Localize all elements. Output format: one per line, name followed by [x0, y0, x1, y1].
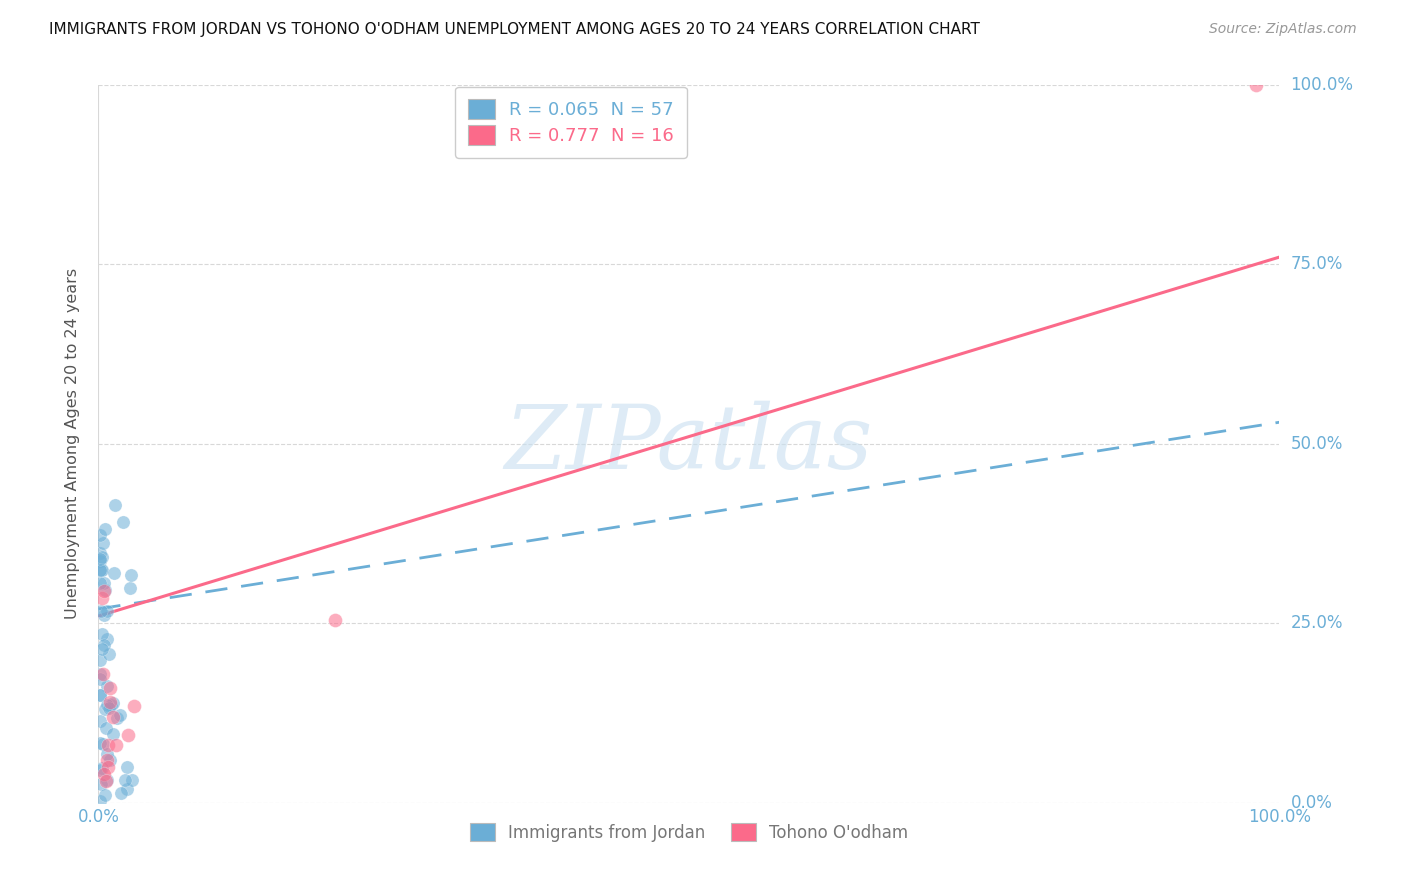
Point	[98, 753, 121, 767]
Point	[93, 638, 115, 652]
Point	[100, 698, 122, 712]
Point	[89, 794, 111, 808]
Point	[89, 546, 111, 560]
Point	[96, 773, 118, 788]
Text: 50.0%: 50.0%	[1291, 434, 1343, 453]
Text: Source: ZipAtlas.com: Source: ZipAtlas.com	[1209, 22, 1357, 37]
Point	[90, 549, 112, 564]
Point	[107, 711, 129, 725]
Point	[93, 767, 115, 781]
Point	[1244, 78, 1267, 92]
Point	[89, 714, 111, 728]
Point	[96, 747, 118, 761]
Point	[89, 554, 111, 568]
Y-axis label: Unemployment Among Ages 20 to 24 years: Unemployment Among Ages 20 to 24 years	[65, 268, 80, 619]
Point	[91, 591, 114, 606]
Point	[89, 528, 111, 542]
Text: IMMIGRANTS FROM JORDAN VS TOHONO O'ODHAM UNEMPLOYMENT AMONG AGES 20 TO 24 YEARS : IMMIGRANTS FROM JORDAN VS TOHONO O'ODHAM…	[49, 22, 980, 37]
Point	[96, 632, 118, 647]
Point	[89, 777, 111, 791]
Point	[90, 563, 112, 577]
Point	[90, 604, 112, 618]
Point	[105, 739, 128, 753]
Point	[323, 613, 346, 627]
Point	[93, 576, 115, 591]
Point	[89, 672, 111, 686]
Point	[120, 581, 142, 595]
Point	[89, 764, 111, 778]
Point	[98, 695, 121, 709]
Point	[108, 708, 131, 723]
Point	[94, 522, 117, 536]
Point	[97, 739, 120, 753]
Point	[98, 681, 121, 695]
Point	[103, 566, 125, 581]
Point	[101, 696, 124, 710]
Point	[89, 653, 111, 667]
Point	[120, 568, 142, 582]
Point	[115, 760, 138, 774]
Point	[90, 563, 112, 577]
Point	[91, 535, 114, 549]
Point	[101, 709, 124, 723]
Point	[104, 498, 127, 512]
Legend: Immigrants from Jordan, Tohono O'odham: Immigrants from Jordan, Tohono O'odham	[463, 817, 915, 848]
Point	[110, 786, 132, 800]
Text: ZIPatlas: ZIPatlas	[505, 401, 873, 487]
Point	[89, 736, 111, 750]
Point	[94, 721, 117, 735]
Point	[115, 782, 138, 797]
Point	[94, 582, 117, 597]
Point	[94, 702, 117, 716]
Text: 100.0%: 100.0%	[1291, 76, 1354, 94]
Point	[91, 666, 114, 681]
Point	[93, 584, 115, 599]
Point	[114, 772, 136, 787]
Text: 25.0%: 25.0%	[1291, 615, 1343, 632]
Point	[97, 701, 120, 715]
Point	[89, 688, 111, 702]
Point	[89, 688, 111, 702]
Point	[121, 773, 143, 788]
Point	[89, 575, 111, 590]
Point	[96, 753, 118, 767]
Point	[96, 679, 118, 693]
Point	[91, 642, 114, 657]
Point	[117, 728, 139, 742]
Point	[94, 788, 117, 802]
Point	[101, 727, 124, 741]
Point	[96, 603, 118, 617]
Point	[90, 761, 112, 775]
Point	[97, 760, 120, 774]
Point	[89, 666, 111, 681]
Point	[89, 552, 111, 566]
Point	[98, 647, 121, 661]
Point	[91, 737, 114, 751]
Point	[90, 626, 112, 640]
Point	[96, 698, 118, 712]
Point	[111, 516, 134, 530]
Point	[93, 607, 115, 622]
Point	[94, 774, 117, 789]
Text: 0.0%: 0.0%	[1291, 794, 1333, 812]
Text: 75.0%: 75.0%	[1291, 255, 1343, 273]
Point	[122, 698, 145, 713]
Point	[89, 563, 111, 577]
